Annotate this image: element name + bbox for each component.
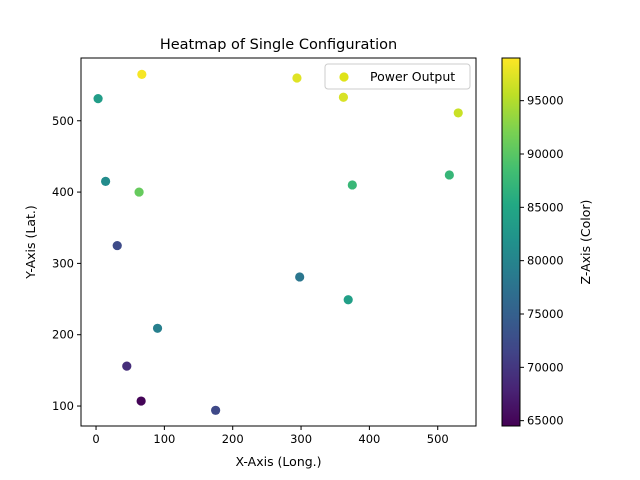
x-tick-label: 100 xyxy=(153,432,175,446)
colorbar-ticks: 65000 70000 75000 80000 85000 90000 95000 xyxy=(520,94,564,428)
data-point xyxy=(347,180,357,190)
colorbar-tick-label: 75000 xyxy=(527,307,564,321)
data-point xyxy=(101,176,111,186)
y-tick-label: 300 xyxy=(52,256,74,270)
legend-box xyxy=(324,63,471,90)
y-tick-label: 500 xyxy=(52,114,74,128)
colorbar-tick-label: 90000 xyxy=(527,147,564,161)
data-point xyxy=(343,295,353,305)
x-axis-label: X-Axis (Long.) xyxy=(235,454,321,469)
x-tick-label: 0 xyxy=(92,432,99,446)
x-tick-label: 400 xyxy=(358,432,380,446)
x-tick-label: 200 xyxy=(222,432,244,446)
data-point xyxy=(211,405,221,415)
colorbar-label: Z-Axis (Color) xyxy=(578,200,593,285)
colorbar-tick-label: 65000 xyxy=(527,414,564,428)
plot-frame xyxy=(80,57,477,427)
x-tick-label: 500 xyxy=(427,432,449,446)
data-point xyxy=(136,396,146,406)
data-point xyxy=(444,170,454,180)
colorbar-tick-label: 95000 xyxy=(527,94,564,108)
x-tick-label: 300 xyxy=(290,432,312,446)
x-axis-ticks: 0 100 200 300 400 500 xyxy=(92,426,449,446)
data-point xyxy=(93,94,103,104)
data-point xyxy=(134,187,144,197)
y-tick-label: 100 xyxy=(52,399,74,413)
legend-marker xyxy=(339,72,349,82)
data-point xyxy=(453,108,463,118)
data-point xyxy=(152,323,163,333)
data-point xyxy=(338,92,349,102)
legend: Power Output xyxy=(324,63,471,90)
colorbar-tick-label: 70000 xyxy=(527,360,564,374)
colorbar-tick-label: 80000 xyxy=(527,254,564,268)
data-point xyxy=(137,69,147,80)
colorbar-tick-label: 85000 xyxy=(527,200,564,214)
data-point xyxy=(122,361,132,371)
legend-label: Power Output xyxy=(370,69,455,84)
colorbar xyxy=(501,57,521,427)
data-point xyxy=(112,240,122,251)
points-layer xyxy=(93,69,463,415)
y-tick-label: 400 xyxy=(52,185,74,199)
data-point xyxy=(295,272,305,282)
y-tick-label: 200 xyxy=(52,328,74,342)
y-axis-ticks: 100 200 300 400 500 xyxy=(52,114,81,413)
data-point xyxy=(292,73,302,83)
chart-title: Heatmap of Single Configuration xyxy=(160,37,397,53)
y-axis-label: Y-Axis (Lat.) xyxy=(23,205,38,280)
